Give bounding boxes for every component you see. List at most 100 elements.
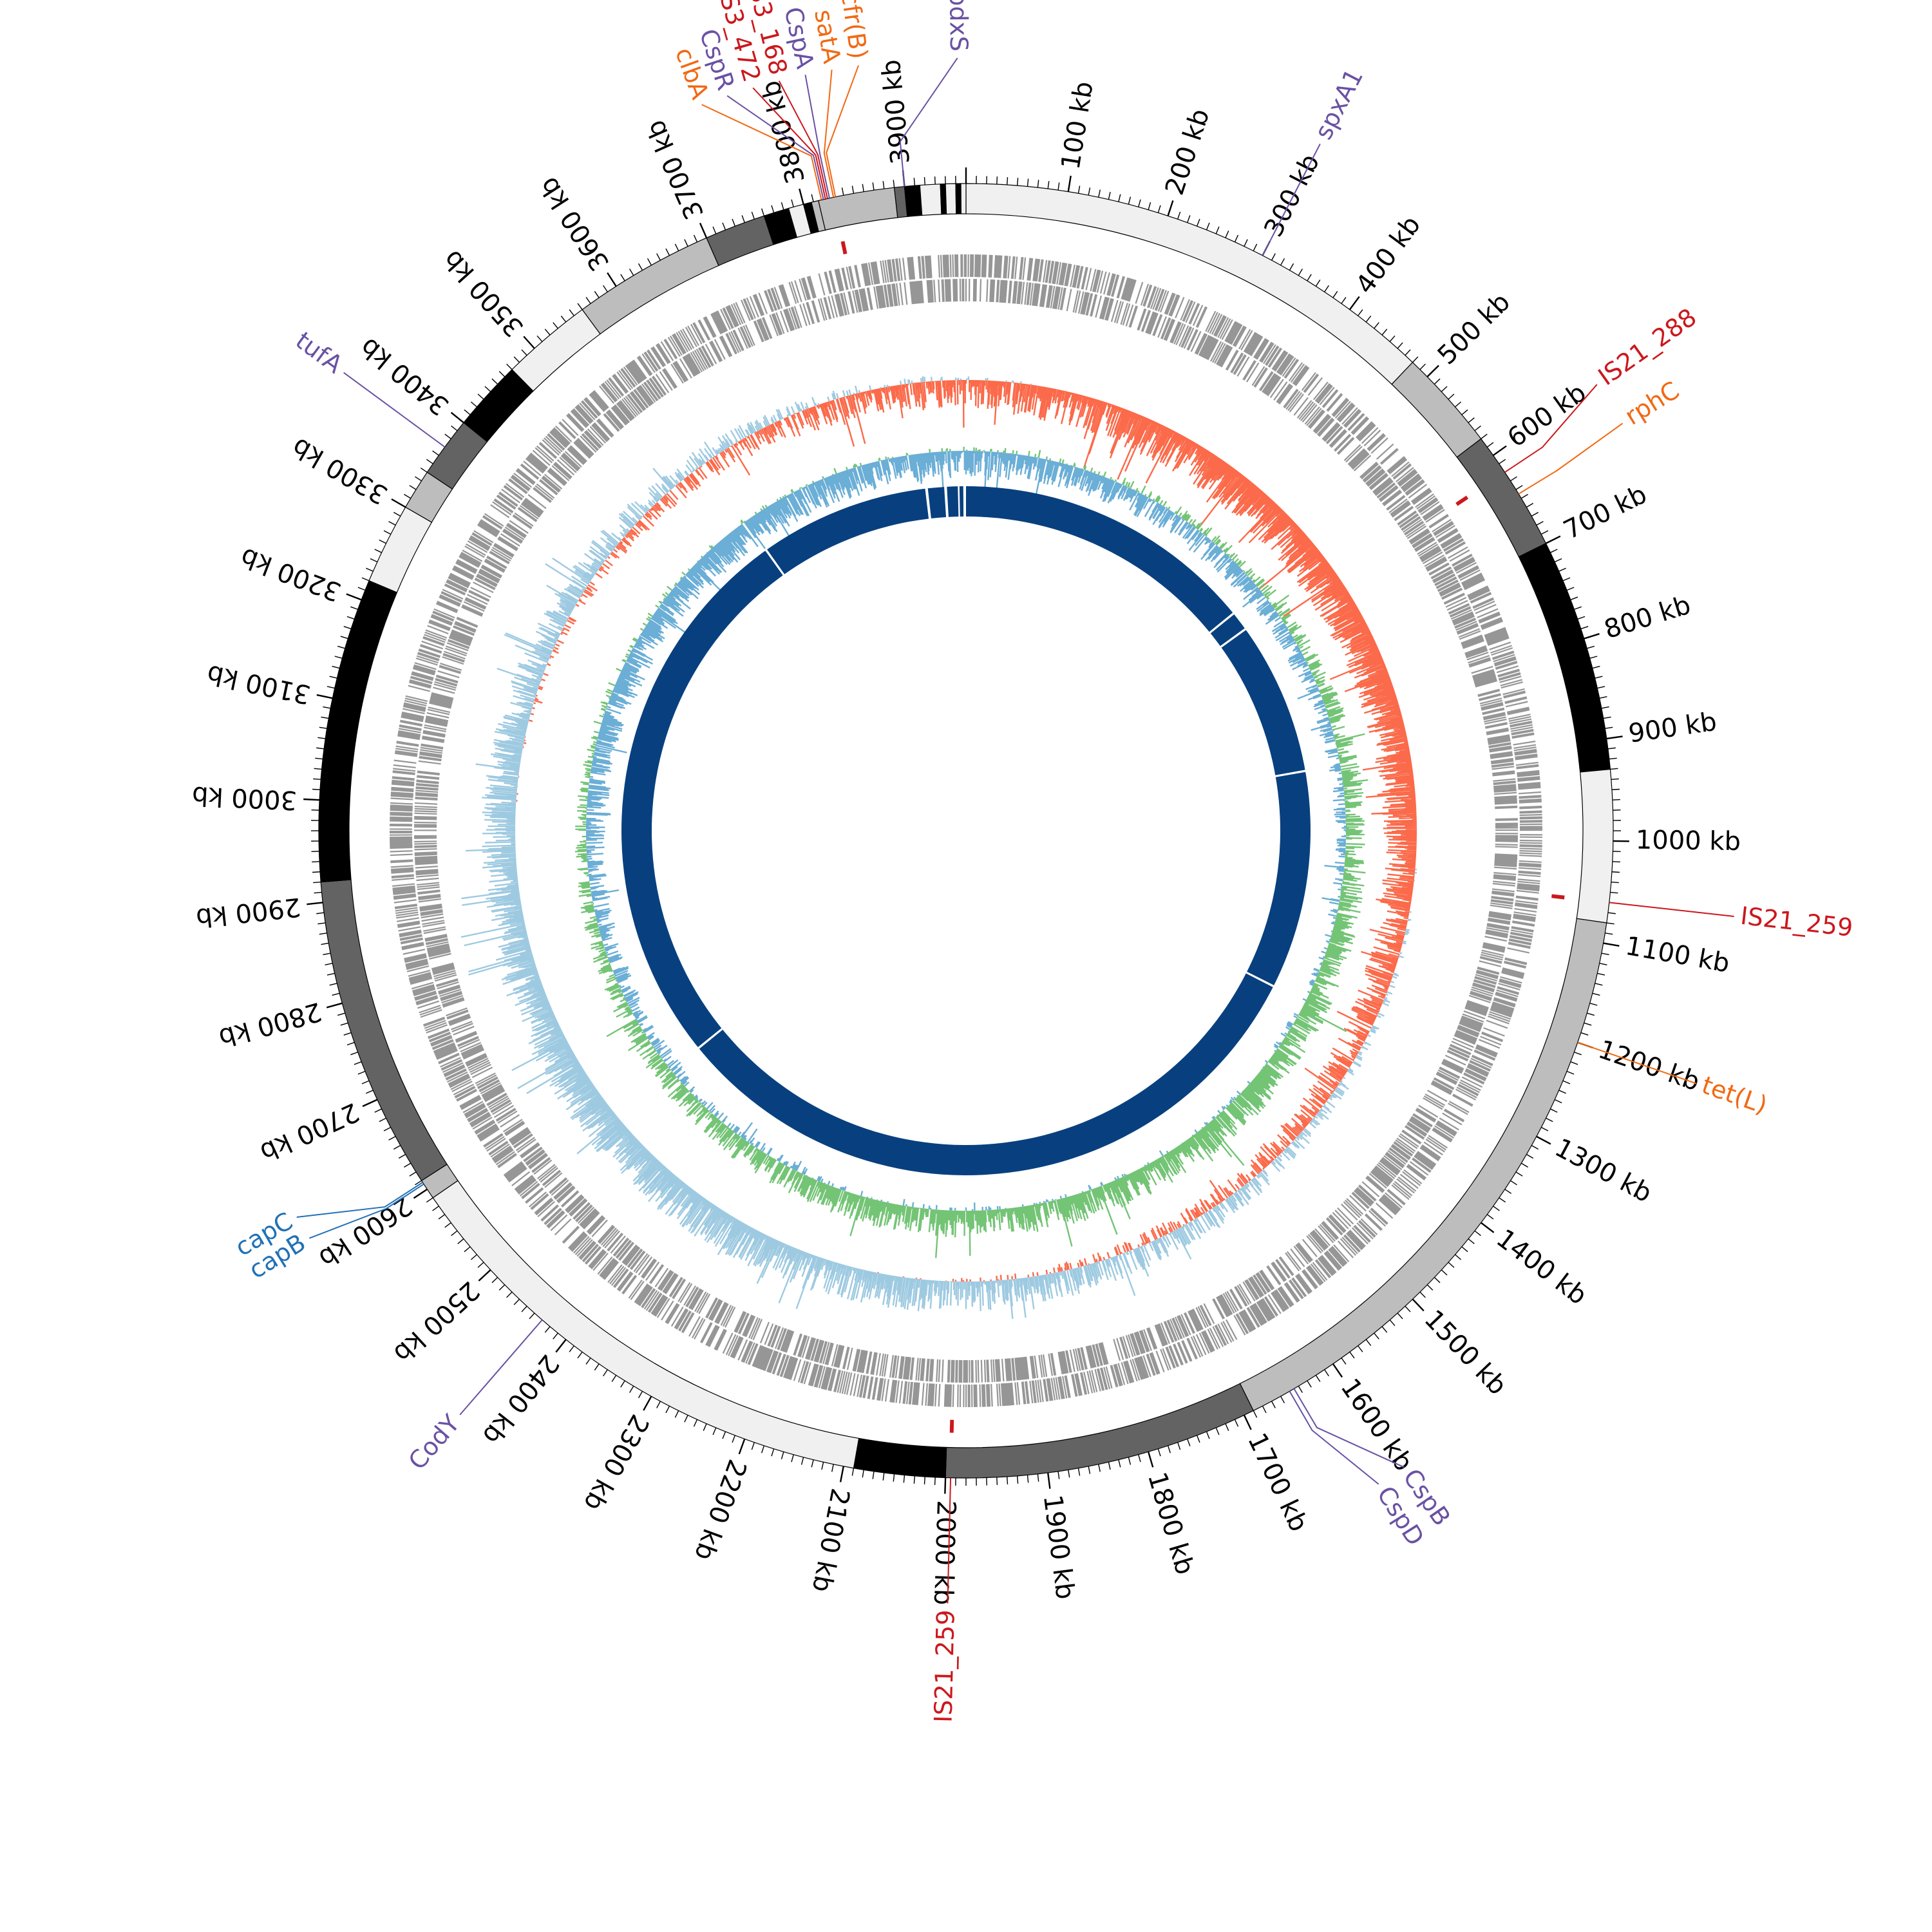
scale-tick [934,1477,936,1485]
scale-tick [1486,1214,1494,1220]
scale-tick [882,181,885,189]
scale-tick [1271,253,1276,261]
scale-tick [611,1375,617,1382]
scale-tick [1526,502,1534,508]
tick-label: 3000 kb [191,781,298,815]
scale-tick [337,1012,345,1016]
scale-tick [1405,349,1411,356]
scale-tick [560,316,567,323]
scale-tick [712,1427,717,1435]
scale-tick [1253,1410,1258,1418]
scale-tick [923,177,925,185]
scale-tick [464,1246,471,1253]
scale-tick [1108,1462,1111,1470]
scale-tick [319,726,327,729]
scale-tick [934,176,936,185]
gene-label-leader [1577,1041,1697,1084]
scale-tick [523,336,535,349]
alignment-block [621,486,1311,1175]
scale-tick [1605,726,1613,729]
alignment-track [621,486,1311,1175]
scale-tick [712,226,717,234]
scale-tick [1262,1405,1267,1414]
gc-skew-track [574,446,1368,1258]
scale-tick [811,194,814,202]
scale-tick [1307,274,1312,281]
scale-tick [303,798,320,801]
scale-tick [585,297,591,304]
scale-tick [577,1351,583,1359]
gene-label-leader [308,1183,424,1239]
scale-tick [1554,558,1562,563]
scale-tick [699,222,708,238]
scale-tick [1550,549,1558,553]
scale-tick [1426,1284,1434,1291]
scale-tick [409,485,417,490]
scale-tick [374,549,382,553]
scale-tick [1108,191,1111,200]
scale-tick [638,1391,643,1399]
scale-tick [1504,1189,1512,1194]
scale-tick [1474,1230,1481,1236]
scale-tick [415,1180,422,1186]
scale-tick [656,1401,661,1408]
scale-tick [1510,1180,1517,1186]
tick-label: 1300 kb [1550,1133,1656,1209]
scale-tick [340,636,348,639]
scale-tick [1098,189,1101,198]
scale-tick [1157,1448,1161,1457]
scale-tick [544,1326,551,1333]
scale-tick [1558,567,1566,572]
scale-tick [1609,757,1617,760]
gene-label-leader [804,75,830,198]
scale-tick [923,1476,925,1484]
scale-tick [1607,912,1616,914]
scale-tick [1225,231,1229,238]
scale-tick [1225,1423,1229,1431]
scale-tick [1332,290,1338,298]
scale-tick [521,1305,527,1312]
scale-tick [1546,1117,1553,1122]
gene-label: IS21_259 [929,1609,960,1723]
scale-tick [1520,493,1528,499]
tick-label: 2700 kb [256,1097,363,1168]
scale-tick [1461,1246,1468,1253]
contig-segment [960,183,967,214]
scale-tick [312,788,321,790]
scale-tick [315,757,323,760]
scale-tick [1536,521,1544,526]
scale-tick [1118,1459,1121,1468]
alignment-block [927,487,947,519]
scale-tick [693,1419,698,1427]
scale-tick [674,1410,679,1418]
scale-tick [1570,1061,1578,1065]
scale-tick [388,1136,396,1141]
gene-label: IS21_259 [1739,902,1854,942]
scale-tick [603,285,608,292]
alignment-gap [1208,611,1236,635]
gene-label-leader [778,80,828,199]
scale-tick [1434,378,1441,384]
scale-tick [1592,665,1600,669]
cds-forward-strand [389,254,1543,1407]
scale-tick [521,349,527,356]
scale-tick [383,1126,392,1132]
scale-tick [751,211,755,220]
scale-tick [1128,196,1132,205]
scale-tick [1271,1401,1276,1408]
gc-content-track [460,376,1417,1320]
scale-tick [1606,735,1623,740]
scale-tick [684,239,688,247]
scale-tick [569,309,574,316]
tick-label: 400 kb [1350,211,1426,299]
scale-tick [379,1117,386,1122]
tick-label: 100 kb [1056,79,1099,171]
scale-tick [398,1153,406,1159]
contig-segment [1576,768,1614,923]
scale-tick [1545,535,1561,544]
scale-tick [1037,180,1039,188]
scale-tick [1381,328,1388,336]
scale-tick [665,248,670,256]
contig-segment [945,183,957,215]
